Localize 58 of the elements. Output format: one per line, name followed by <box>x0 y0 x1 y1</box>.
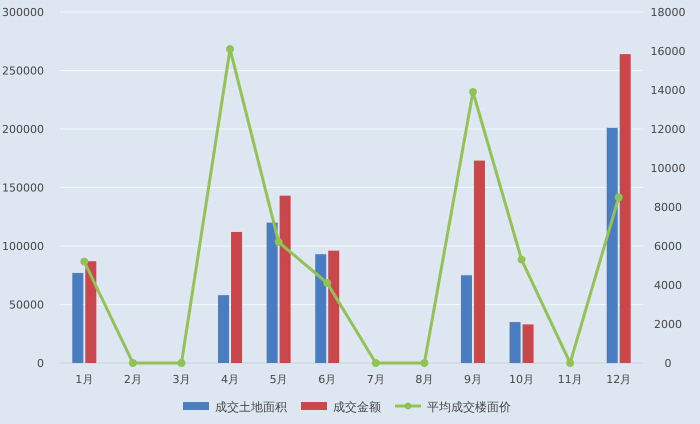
x-tick-label: 12月 <box>606 373 632 386</box>
x-tick-label: 11月 <box>558 373 583 386</box>
y2-tick-label: 2000 <box>654 318 682 331</box>
y-tick-label: 100000 <box>2 240 44 253</box>
bar <box>315 254 326 363</box>
bar <box>266 222 278 363</box>
point <box>566 359 574 367</box>
x-tick-label: 2月 <box>124 373 142 386</box>
y2-tick-label: 6000 <box>654 240 682 253</box>
x-tick-label: 3月 <box>172 373 190 386</box>
y2-tick-label: 16000 <box>650 45 686 58</box>
bar <box>522 324 534 363</box>
y-tick-label: 150000 <box>2 182 44 194</box>
bar <box>620 54 631 363</box>
y-tick-label: 250000 <box>2 64 44 78</box>
bar <box>606 128 618 363</box>
x-tick-label: 8月 <box>415 373 434 386</box>
bar <box>72 272 84 363</box>
bar <box>218 295 230 363</box>
bar <box>231 232 242 363</box>
legend-label: 平均成交楼面价 <box>427 400 511 414</box>
y-tick-label: 50000 <box>9 298 44 312</box>
x-tick-label: 6月 <box>318 373 336 386</box>
bar <box>510 322 521 363</box>
y2-tick-label: 10000 <box>650 162 686 175</box>
point <box>614 193 623 202</box>
bar <box>328 250 340 363</box>
y2-tick-label: 12000 <box>650 123 686 136</box>
bar <box>85 261 96 363</box>
point <box>177 359 186 367</box>
y-tick-label: 300000 <box>2 6 44 19</box>
x-tick-label: 1月 <box>75 373 94 386</box>
y2-tick-label: 4000 <box>654 279 682 292</box>
point <box>372 359 380 367</box>
point <box>420 359 428 367</box>
y2-tick-label: 18000 <box>650 6 686 19</box>
bar <box>460 275 472 363</box>
x-tick-label: 10月 <box>509 373 534 386</box>
x-tick-label: 4月 <box>221 373 240 386</box>
x-tick-label: 7月 <box>366 373 385 386</box>
legend-label: 成交金额 <box>333 400 381 414</box>
point <box>226 45 234 54</box>
y-tick-label: 0 <box>37 357 44 370</box>
point <box>518 256 526 264</box>
y2-tick-label: 14000 <box>650 84 686 97</box>
bar <box>280 196 291 363</box>
point <box>323 279 332 288</box>
y2-tick-label: 0 <box>664 357 672 370</box>
y2-tick-label: 8000 <box>654 201 682 214</box>
y-tick-label: 200000 <box>2 123 44 136</box>
point <box>274 238 283 246</box>
point <box>128 359 137 367</box>
x-tick-label: 5月 <box>270 373 288 386</box>
x-tick-label: 9月 <box>464 373 482 386</box>
bar <box>474 160 485 363</box>
point <box>468 88 477 96</box>
point <box>80 258 88 266</box>
legend-label: 成交土地面积 <box>215 400 287 414</box>
